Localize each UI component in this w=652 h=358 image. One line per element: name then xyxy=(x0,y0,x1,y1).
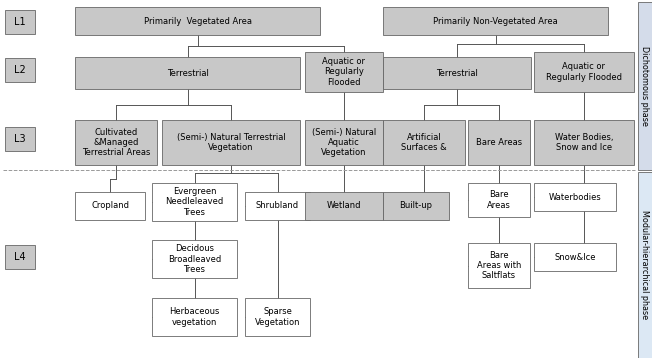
Text: Primarily Non-Vegetated Area: Primarily Non-Vegetated Area xyxy=(433,16,558,25)
FancyBboxPatch shape xyxy=(305,52,383,92)
FancyBboxPatch shape xyxy=(75,7,320,35)
Text: Primarily  Vegetated Area: Primarily Vegetated Area xyxy=(143,16,252,25)
FancyBboxPatch shape xyxy=(5,127,35,151)
Text: Bare
Areas with
Saltflats: Bare Areas with Saltflats xyxy=(477,251,521,280)
Text: Cultivated
&Managed
Terrestrial Areas: Cultivated &Managed Terrestrial Areas xyxy=(82,127,150,158)
FancyBboxPatch shape xyxy=(152,298,237,336)
FancyBboxPatch shape xyxy=(5,10,35,34)
Text: L3: L3 xyxy=(14,134,26,144)
Text: Terrestrial: Terrestrial xyxy=(436,68,478,77)
Text: Built-up: Built-up xyxy=(400,202,432,211)
Text: Sparse
Vegetation: Sparse Vegetation xyxy=(255,307,301,327)
FancyBboxPatch shape xyxy=(305,120,383,165)
FancyBboxPatch shape xyxy=(152,183,237,221)
Text: Aquatic or
Regularly
Flooded: Aquatic or Regularly Flooded xyxy=(323,57,366,87)
FancyBboxPatch shape xyxy=(162,120,300,165)
FancyBboxPatch shape xyxy=(75,57,300,89)
FancyBboxPatch shape xyxy=(638,172,652,358)
Text: Evergreen
Needleleaved
Trees: Evergreen Needleleaved Trees xyxy=(166,187,224,217)
FancyBboxPatch shape xyxy=(5,245,35,269)
Text: Dichotomous phase: Dichotomous phase xyxy=(640,46,649,126)
Text: Bare
Areas: Bare Areas xyxy=(487,190,511,210)
Text: L1: L1 xyxy=(14,17,26,27)
Text: Terrestrial: Terrestrial xyxy=(166,68,209,77)
FancyBboxPatch shape xyxy=(383,7,608,35)
FancyBboxPatch shape xyxy=(468,120,530,165)
Text: Cropland: Cropland xyxy=(91,202,129,211)
FancyBboxPatch shape xyxy=(638,2,652,170)
FancyBboxPatch shape xyxy=(534,120,634,165)
FancyBboxPatch shape xyxy=(383,192,449,220)
Text: L4: L4 xyxy=(14,252,26,262)
FancyBboxPatch shape xyxy=(383,57,531,89)
Text: Modular-hierarchical phase: Modular-hierarchical phase xyxy=(640,211,649,320)
FancyBboxPatch shape xyxy=(534,243,616,271)
Text: Artificial
Surfaces &: Artificial Surfaces & xyxy=(401,133,447,152)
Text: L2: L2 xyxy=(14,65,26,75)
FancyBboxPatch shape xyxy=(468,243,530,288)
Text: (Semi-) Natural
Aquatic
Vegetation: (Semi-) Natural Aquatic Vegetation xyxy=(312,127,376,158)
FancyBboxPatch shape xyxy=(383,120,465,165)
FancyBboxPatch shape xyxy=(534,183,616,211)
FancyBboxPatch shape xyxy=(534,52,634,92)
Text: Herbaceous
vegetation: Herbaceous vegetation xyxy=(170,307,220,327)
Text: (Semi-) Natural Terrestrial
Vegetation: (Semi-) Natural Terrestrial Vegetation xyxy=(177,133,286,152)
FancyBboxPatch shape xyxy=(245,192,310,220)
FancyBboxPatch shape xyxy=(5,58,35,82)
FancyBboxPatch shape xyxy=(305,192,383,220)
FancyBboxPatch shape xyxy=(75,120,157,165)
Text: Snow&Ice: Snow&Ice xyxy=(554,252,596,261)
FancyBboxPatch shape xyxy=(468,183,530,217)
FancyBboxPatch shape xyxy=(152,240,237,278)
Text: Shrubland: Shrubland xyxy=(256,202,299,211)
Text: Waterbodies: Waterbodies xyxy=(548,193,601,202)
Text: Wetland: Wetland xyxy=(327,202,361,211)
Text: Water Bodies,
Snow and Ice: Water Bodies, Snow and Ice xyxy=(555,133,614,152)
FancyBboxPatch shape xyxy=(245,298,310,336)
Text: Bare Areas: Bare Areas xyxy=(476,138,522,147)
Text: Aquatic or
Regularly Flooded: Aquatic or Regularly Flooded xyxy=(546,62,622,82)
FancyBboxPatch shape xyxy=(75,192,145,220)
Text: Decidous
Broadleaved
Trees: Decidous Broadleaved Trees xyxy=(168,244,221,274)
